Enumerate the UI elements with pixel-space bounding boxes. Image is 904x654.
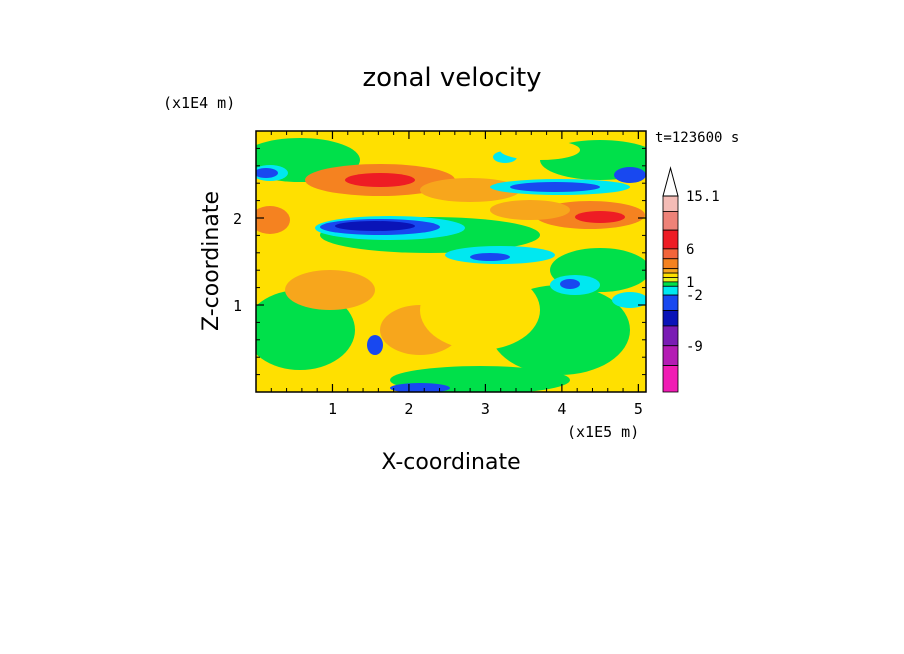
field-contour <box>367 335 383 355</box>
field-contour <box>500 140 580 160</box>
colorbar-level <box>662 258 679 270</box>
heatmap-field <box>256 131 646 392</box>
x-axis-ticks: 1 2 3 4 5 <box>270 131 643 418</box>
colorbar-level <box>662 294 679 311</box>
field-contour <box>612 292 646 308</box>
y-unit-label: (x1E4 m) <box>163 94 235 112</box>
field-contour <box>335 221 415 231</box>
colorbar-level <box>662 345 679 366</box>
colorbar-level <box>662 248 679 260</box>
x-tick-label: 1 <box>328 400 337 418</box>
colorbar-level <box>662 211 679 231</box>
x-tick-label: 4 <box>557 400 566 418</box>
plot-frame <box>255 130 647 393</box>
time-label: t=123600 s <box>655 130 739 146</box>
x-tick-label: 3 <box>481 400 490 418</box>
chart-title: zonal velocity <box>362 63 541 93</box>
y-tick-label: 2 <box>233 210 242 228</box>
colorbar-level <box>662 365 679 393</box>
colorbar: 15.1 6 1-2 -9 <box>662 166 720 393</box>
colorbar-level <box>662 229 679 250</box>
field-contour <box>256 168 278 178</box>
y-axis-ticks: 12 <box>233 147 646 376</box>
colorbar-level <box>662 285 679 296</box>
colorbar-level <box>662 281 679 287</box>
x-unit-label: (x1E5 m) <box>567 423 639 441</box>
x-tick-label: 2 <box>404 400 413 418</box>
field-contour <box>490 200 570 220</box>
colorbar-tick-label: -9 <box>686 339 703 355</box>
field-contour <box>560 279 580 289</box>
field-contour <box>470 253 510 261</box>
colorbar-overflow-arrow <box>662 166 679 197</box>
field-contour <box>420 270 540 350</box>
field-contour <box>614 167 646 183</box>
colorbar-level <box>662 310 679 327</box>
colorbar-level <box>662 277 679 283</box>
field-contour <box>390 383 450 392</box>
colorbar-level <box>662 195 679 212</box>
colorbar-level <box>662 272 679 278</box>
field-contour <box>430 135 490 155</box>
field-contour <box>345 173 415 187</box>
colorbar-level <box>662 325 679 347</box>
field-contour <box>256 206 290 234</box>
y-axis-label: Z-coordinate <box>199 191 224 331</box>
field-contour <box>256 290 355 370</box>
x-axis-label: X-coordinate <box>381 450 520 475</box>
field-contour <box>510 182 600 192</box>
x-tick-label: 5 <box>634 400 643 418</box>
colorbar-tick-label: 15.1 <box>686 189 720 205</box>
colorbar-tick-label: 6 <box>686 242 694 258</box>
colorbar-tick-label: 1 <box>686 275 694 291</box>
colorbar-level <box>662 268 679 274</box>
field-contour <box>285 270 375 310</box>
field-contour <box>420 178 520 202</box>
y-tick-label: 1 <box>233 297 242 315</box>
field-contour <box>575 211 625 223</box>
colorbar-tick-label: -2 <box>686 288 703 304</box>
